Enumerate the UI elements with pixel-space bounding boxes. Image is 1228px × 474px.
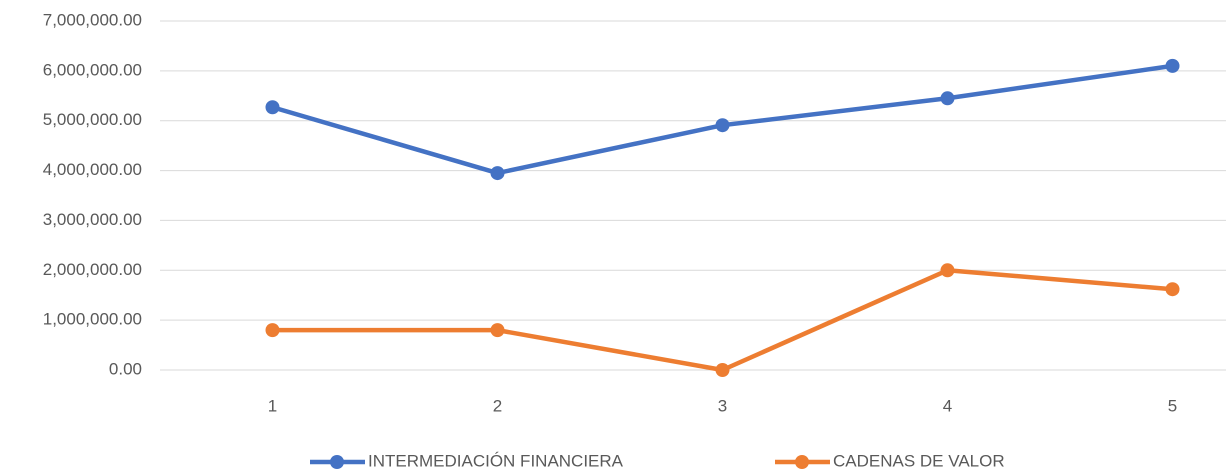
y-tick-label: 5,000,000.00 xyxy=(43,110,142,129)
y-tick-label: 1,000,000.00 xyxy=(43,310,142,329)
data-point xyxy=(715,118,730,133)
data-point xyxy=(940,263,955,278)
y-tick-label: 2,000,000.00 xyxy=(43,260,142,279)
legend-label: CADENAS DE VALOR xyxy=(833,451,1005,470)
x-tick-label: 4 xyxy=(943,396,952,415)
y-tick-label: 7,000,000.00 xyxy=(43,10,142,29)
data-point xyxy=(265,323,280,338)
y-tick-label: 4,000,000.00 xyxy=(43,160,142,179)
y-tick-label: 3,000,000.00 xyxy=(43,210,142,229)
legend-marker xyxy=(795,455,809,469)
data-point xyxy=(1165,58,1180,73)
data-point xyxy=(490,166,505,181)
data-point xyxy=(715,363,730,377)
data-point xyxy=(490,323,505,338)
x-tick-label: 3 xyxy=(718,396,727,415)
data-point xyxy=(1165,282,1180,297)
data-point xyxy=(265,100,280,115)
x-tick-label: 1 xyxy=(268,396,277,415)
x-tick-label: 2 xyxy=(493,396,502,415)
y-tick-label: 0.00 xyxy=(109,359,142,378)
legend-label: INTERMEDIACIÓN FINANCIERA xyxy=(368,451,624,470)
x-tick-label: 5 xyxy=(1168,396,1177,415)
data-point xyxy=(940,91,955,106)
legend-marker xyxy=(330,455,344,469)
y-tick-label: 6,000,000.00 xyxy=(43,60,142,79)
